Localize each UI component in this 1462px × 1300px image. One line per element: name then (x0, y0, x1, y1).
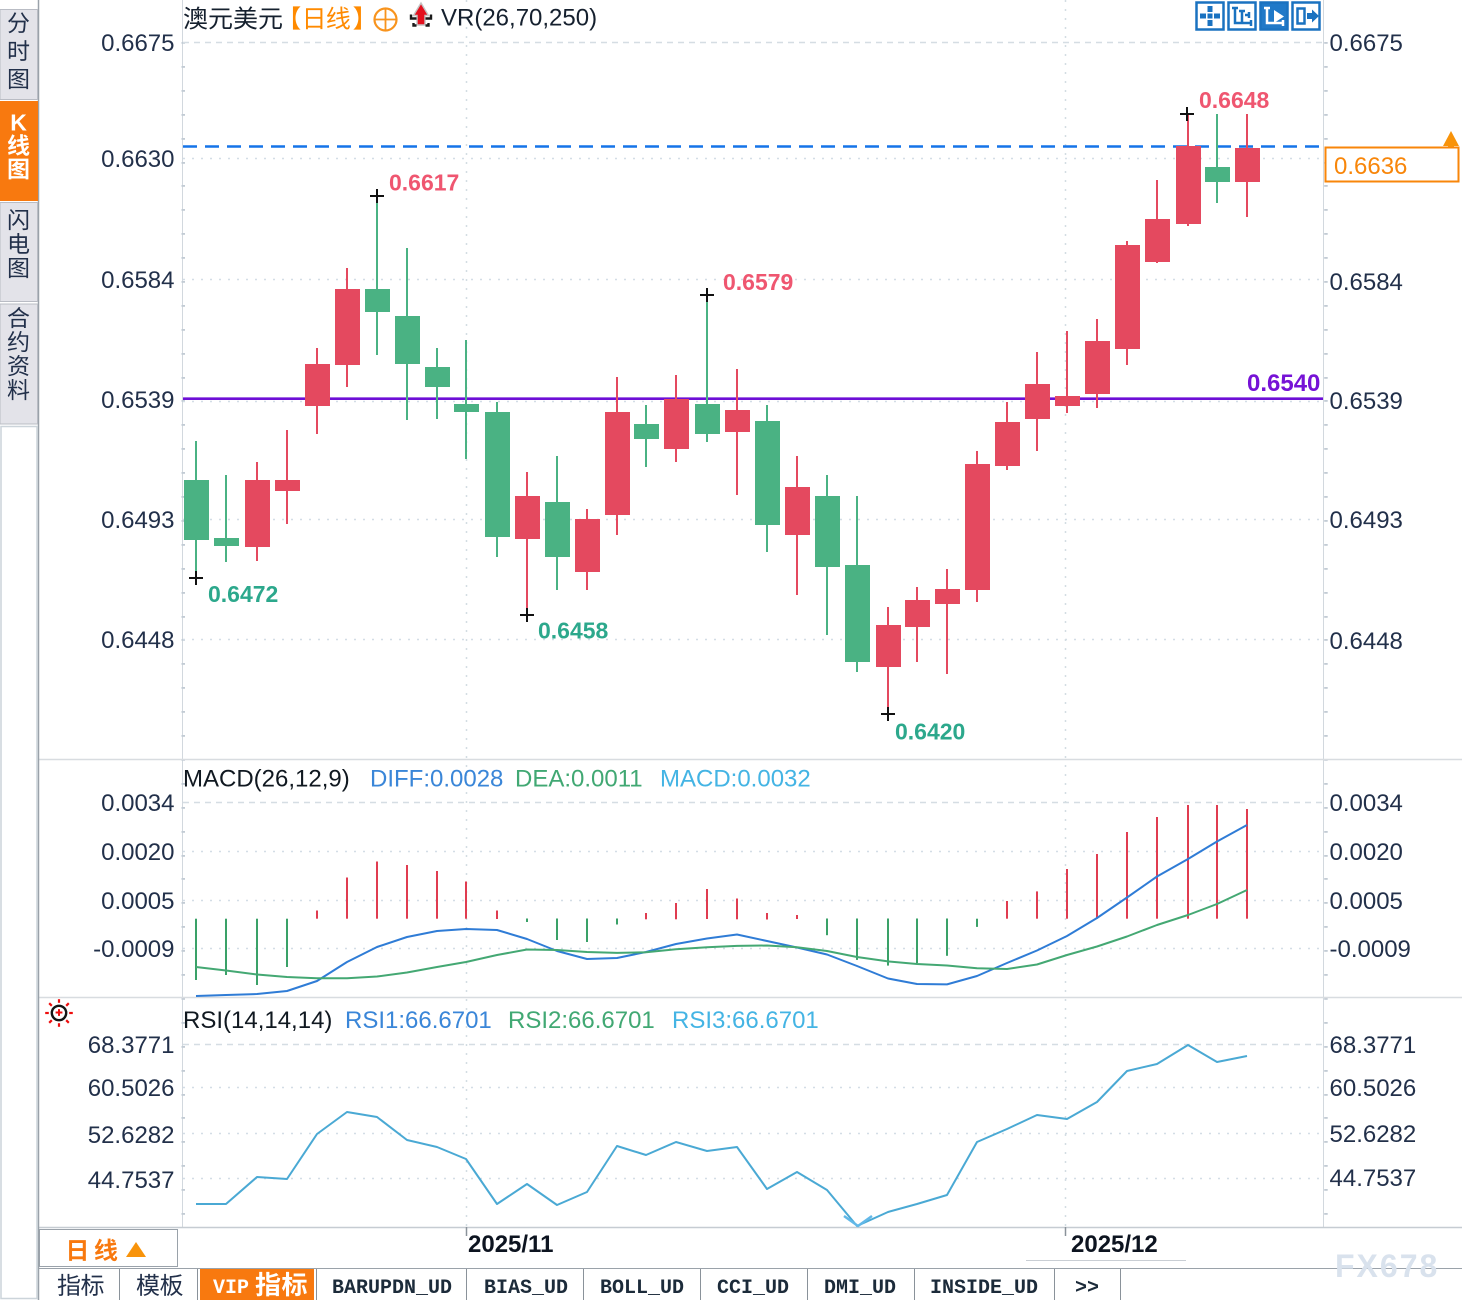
svg-text:0.6636: 0.6636 (1334, 153, 1407, 180)
svg-text:0.6448: 0.6448 (1330, 628, 1403, 655)
svg-text:INSIDE_UD: INSIDE_UD (930, 1277, 1038, 1300)
svg-text:VIP: VIP (213, 1277, 249, 1300)
svg-text:BARUPDN_UD: BARUPDN_UD (332, 1277, 452, 1300)
svg-text:60.5026: 60.5026 (1330, 1075, 1417, 1102)
svg-text:>>: >> (1075, 1277, 1099, 1300)
svg-text:0.6458: 0.6458 (538, 618, 609, 644)
svg-text:0.6675: 0.6675 (1330, 30, 1403, 57)
svg-text:52.6282: 52.6282 (1330, 1121, 1417, 1148)
svg-text:0.6584: 0.6584 (101, 267, 174, 294)
svg-text:0.6648: 0.6648 (1199, 87, 1270, 113)
svg-text:0.0020: 0.0020 (101, 839, 174, 866)
svg-text:68.3771: 68.3771 (88, 1032, 175, 1059)
svg-text:68.3771: 68.3771 (1330, 1032, 1417, 1059)
svg-text:MACD:0.0032: MACD:0.0032 (660, 766, 811, 793)
svg-text:DEA:0.0011: DEA:0.0011 (515, 766, 643, 793)
svg-text:MACD(26,12,9): MACD(26,12,9) (183, 766, 350, 793)
svg-text:CCI_UD: CCI_UD (717, 1277, 789, 1300)
svg-text:2025/12: 2025/12 (1071, 1231, 1158, 1258)
svg-text:RSI3:66.6701: RSI3:66.6701 (672, 1007, 819, 1034)
svg-text:RSI2:66.6701: RSI2:66.6701 (508, 1007, 655, 1034)
svg-text:0.6675: 0.6675 (101, 30, 174, 57)
svg-text:0.6579: 0.6579 (723, 269, 793, 295)
svg-text:FX678: FX678 (1335, 1248, 1439, 1284)
svg-text:44.7537: 44.7537 (88, 1167, 175, 1194)
svg-text:44.7537: 44.7537 (1330, 1165, 1417, 1192)
svg-text:0.0005: 0.0005 (1330, 888, 1403, 915)
svg-text:0.0034: 0.0034 (1330, 790, 1403, 817)
svg-text:0.6493: 0.6493 (101, 507, 174, 534)
svg-text:0.6472: 0.6472 (208, 581, 278, 607)
svg-text:0.6617: 0.6617 (389, 170, 459, 196)
svg-text:0.6630: 0.6630 (101, 146, 174, 173)
svg-text:0.6539: 0.6539 (1330, 388, 1403, 415)
svg-text:-0.0009: -0.0009 (1330, 936, 1411, 963)
svg-text:0.6539: 0.6539 (101, 387, 174, 414)
svg-text:RSI(14,14,14): RSI(14,14,14) (183, 1007, 332, 1034)
svg-text:0.0020: 0.0020 (1330, 839, 1403, 866)
svg-text:52.6282: 52.6282 (88, 1122, 175, 1149)
svg-text:0.0034: 0.0034 (101, 790, 174, 817)
svg-text:RSI1:66.6701: RSI1:66.6701 (345, 1007, 492, 1034)
svg-text:0.0005: 0.0005 (101, 888, 174, 915)
svg-text:0.6448: 0.6448 (101, 627, 174, 654)
svg-text:-0.0009: -0.0009 (93, 936, 174, 963)
svg-text:0.6584: 0.6584 (1330, 269, 1403, 296)
svg-text:0.6420: 0.6420 (895, 719, 965, 745)
svg-text:0.6493: 0.6493 (1330, 507, 1403, 534)
svg-text:BOLL_UD: BOLL_UD (600, 1277, 684, 1300)
svg-text:BIAS_UD: BIAS_UD (484, 1277, 568, 1300)
svg-text:K: K (10, 109, 27, 135)
svg-text:0.6540: 0.6540 (1247, 370, 1320, 397)
svg-text:2025/11: 2025/11 (468, 1231, 553, 1258)
svg-text:DIFF:0.0028: DIFF:0.0028 (370, 766, 503, 793)
svg-text:DMI_UD: DMI_UD (824, 1277, 896, 1300)
svg-text:VR(26,70,250): VR(26,70,250) (441, 5, 597, 32)
svg-text:60.5026: 60.5026 (88, 1075, 175, 1102)
